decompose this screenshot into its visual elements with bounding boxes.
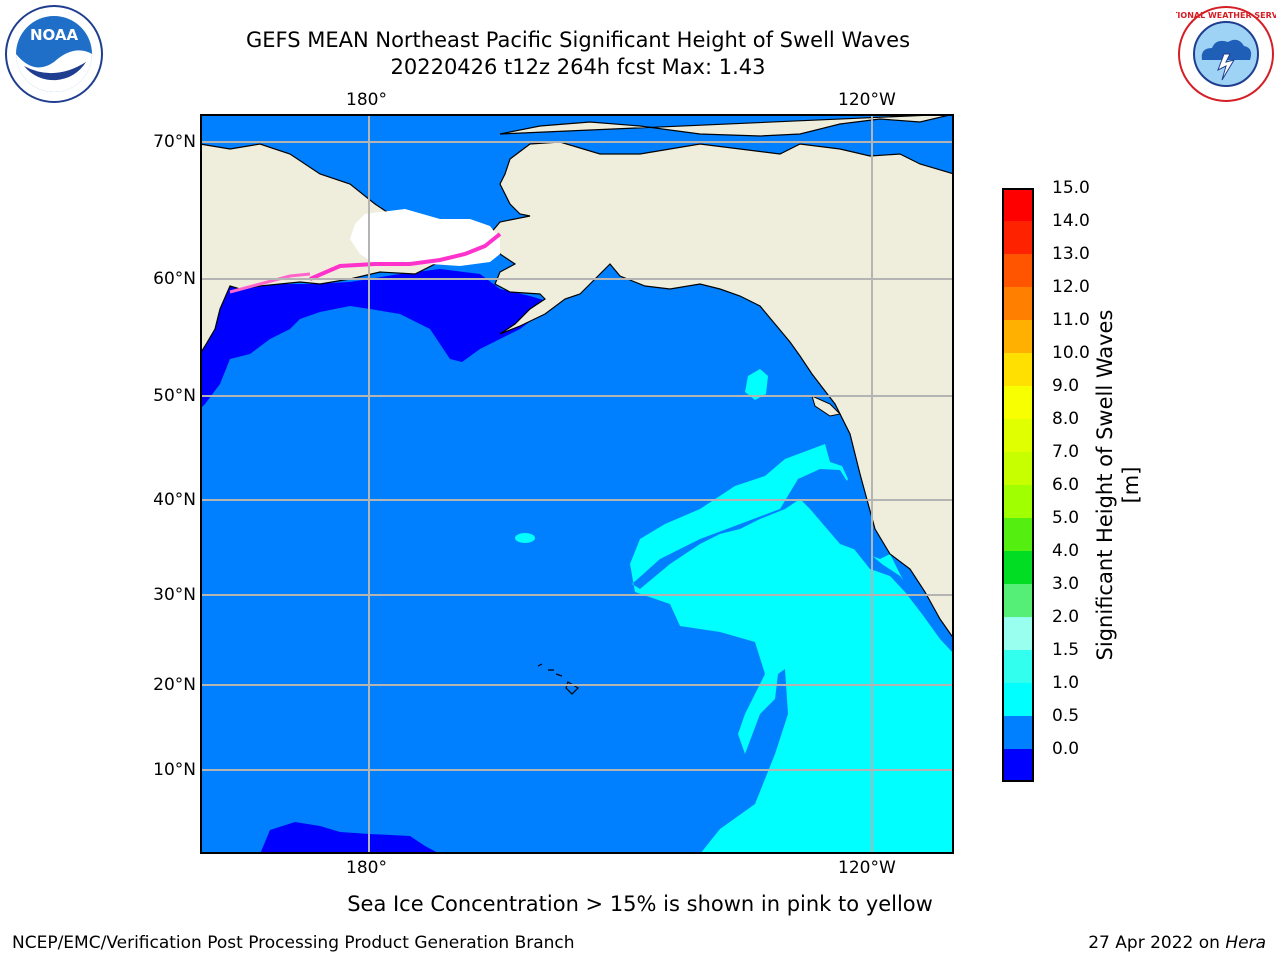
lon-label-top-180: 180° (346, 90, 387, 110)
nws-logo-icon: NATIONAL WEATHER SERVICE (1176, 6, 1276, 102)
footer-host: Hera (1225, 933, 1266, 953)
swell-region-coastal-band (798, 469, 922, 614)
colorbar-tick-label: 15.0 (1052, 178, 1090, 198)
land-hawaii (537, 663, 579, 695)
map-gridlines (200, 114, 954, 854)
colorbar-tick-label: 6.0 (1052, 475, 1080, 495)
sea-ice-note: Sea Ice Concentration > 15% is shown in … (347, 892, 933, 916)
lon-label-bottom-180: 180° (346, 858, 387, 878)
colorbar-swatch (1002, 650, 1034, 684)
nws-logo-text: NATIONAL WEATHER SERVICE (1176, 11, 1276, 20)
colorbar (1002, 188, 1034, 782)
noaa-logo-text: NOAA (30, 26, 79, 44)
footer-date-text: 27 Apr 2022 on (1088, 933, 1220, 953)
land-siberia (200, 143, 436, 356)
swell-patch-bc (745, 369, 768, 400)
colorbar-tick-label: 10.0 (1052, 343, 1090, 363)
colorbar-swatch (1002, 683, 1034, 717)
colorbar-tick-label: 8.0 (1052, 409, 1080, 429)
colorbar-swatch (1002, 551, 1034, 585)
map-border (200, 114, 954, 854)
swell-region-low-north (200, 269, 550, 409)
lat-label-50n: 50°N (153, 386, 196, 406)
footer-date: 27 Apr 2022 on Hera (1088, 932, 1266, 954)
colorbar-swatch (1002, 287, 1034, 321)
noaa-logo-icon: NOAA (5, 5, 103, 103)
colorbar-label: Significant Height of Swell Waves [m] (1093, 309, 1143, 661)
colorbar-swatch (1002, 188, 1034, 222)
colorbar-swatch (1002, 518, 1034, 552)
colorbar-tick-label: 5.0 (1052, 508, 1080, 528)
chart-title: GEFS MEAN Northeast Pacific Significant … (245, 28, 911, 52)
colorbar-tick-label: 12.0 (1052, 277, 1090, 297)
lon-label-top-120w: 120°W (838, 90, 896, 110)
swell-region-low-south (260, 822, 440, 854)
lat-label-20n: 20°N (153, 675, 196, 695)
colorbar-tick-label: 0.0 (1052, 739, 1080, 759)
lat-label-60n: 60°N (153, 269, 196, 289)
chart-subtitle: 20220426 t12z 264h fcst Max: 1.43 (390, 55, 766, 79)
colorbar-swatch (1002, 353, 1034, 387)
colorbar-tick-label: 1.5 (1052, 640, 1080, 660)
colorbar-swatch (1002, 452, 1034, 486)
colorbar-swatch (1002, 485, 1034, 519)
colorbar-tick-label: 7.0 (1052, 442, 1080, 462)
lat-label-30n: 30°N (153, 585, 196, 605)
lon-label-bottom-120w: 120°W (838, 858, 896, 878)
colorbar-tick-label: 0.5 (1052, 706, 1080, 726)
colorbar-tick-label: 13.0 (1052, 244, 1090, 264)
colorbar-swatch (1002, 716, 1034, 750)
colorbar-tick-label: 4.0 (1052, 541, 1080, 561)
colorbar-swatch (1002, 749, 1034, 782)
colorbar-swatch (1002, 584, 1034, 618)
lat-label-40n: 40°N (153, 490, 196, 510)
colorbar-tick-label: 11.0 (1052, 310, 1090, 330)
sea-ice-region (350, 209, 500, 266)
colorbar-tick-label: 2.0 (1052, 607, 1080, 627)
lat-label-70n: 70°N (153, 132, 196, 152)
swell-height-map (200, 114, 954, 854)
colorbar-swatch (1002, 320, 1034, 354)
colorbar-tick-label: 3.0 (1052, 574, 1080, 594)
colorbar-tick-label: 14.0 (1052, 211, 1090, 231)
footer-credit: NCEP/EMC/Verification Post Processing Pr… (12, 933, 575, 953)
colorbar-tick-label: 9.0 (1052, 376, 1080, 396)
colorbar-swatch (1002, 617, 1034, 651)
land-islands-bc (811, 395, 842, 417)
colorbar-swatch (1002, 221, 1034, 255)
colorbar-tick-label: 1.0 (1052, 673, 1080, 693)
land-alaska (489, 114, 954, 641)
swell-patch-mid (515, 533, 535, 543)
colorbar-swatch (1002, 386, 1034, 420)
colorbar-border (1002, 188, 1034, 782)
sea-ice-edge (309, 232, 502, 281)
colorbar-swatch (1002, 254, 1034, 288)
colorbar-swatch (1002, 419, 1034, 453)
lat-label-10n: 10°N (153, 760, 196, 780)
